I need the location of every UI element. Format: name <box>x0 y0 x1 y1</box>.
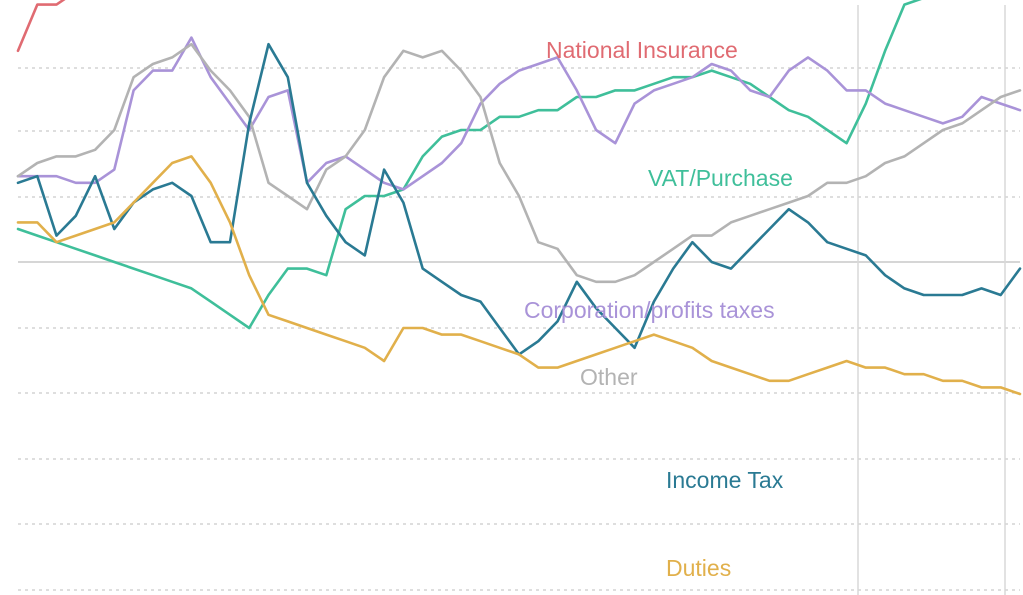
label-vat-purchase: VAT/Purchase <box>648 165 793 191</box>
label-income-tax: Income Tax <box>666 467 784 493</box>
label-duties: Duties <box>666 555 731 581</box>
label-other: Other <box>580 364 638 390</box>
gridlines <box>18 67 1020 591</box>
series-line-national-insurance <box>16 0 66 53</box>
label-corporation-profits-taxes: Corporation/profits taxes <box>524 297 775 323</box>
series-line-other <box>16 42 1022 284</box>
series-line-duties <box>16 155 1022 396</box>
series-line-vat-purchase <box>16 0 922 330</box>
label-national-insurance: National Insurance <box>546 37 738 63</box>
series-lines <box>16 0 1022 396</box>
series-labels: National Insurance VAT/Purchase Corporat… <box>524 37 793 581</box>
